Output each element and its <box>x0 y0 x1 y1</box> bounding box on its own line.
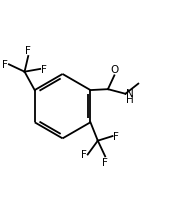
Text: H: H <box>126 95 134 104</box>
Text: O: O <box>110 65 118 75</box>
Text: F: F <box>2 60 8 70</box>
Text: F: F <box>25 46 31 56</box>
Text: F: F <box>102 157 108 167</box>
Text: N: N <box>126 88 134 98</box>
Text: F: F <box>41 65 47 75</box>
Text: F: F <box>81 150 87 160</box>
Text: F: F <box>114 131 119 141</box>
